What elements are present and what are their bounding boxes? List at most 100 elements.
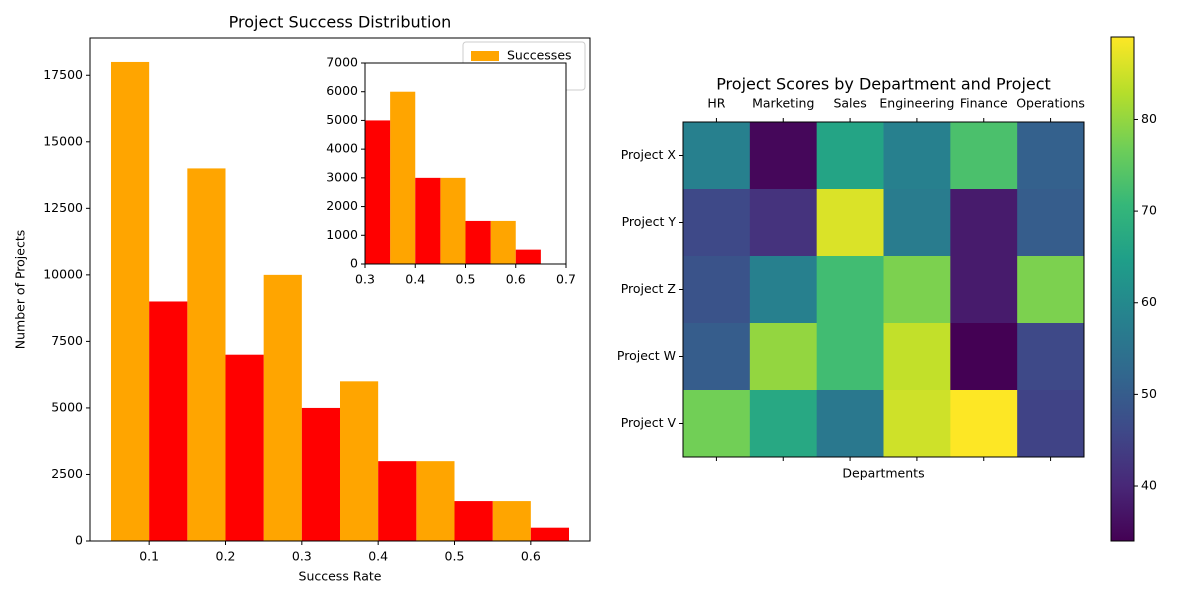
y-tick-label: 17500 bbox=[43, 67, 83, 82]
heatmap-cell bbox=[816, 256, 884, 324]
heatmap-cell bbox=[1017, 122, 1085, 190]
x-axis-label: Departments bbox=[842, 466, 924, 481]
y-tick-label: 2500 bbox=[51, 466, 83, 481]
bar bbox=[415, 177, 441, 264]
y-tick-label: Project Y bbox=[622, 214, 677, 229]
x-tick-label: Operations bbox=[1016, 96, 1085, 111]
heatmap-cell bbox=[883, 256, 951, 324]
bar bbox=[149, 301, 188, 541]
bar bbox=[465, 220, 491, 264]
x-tick-label: 0.5 bbox=[445, 549, 465, 564]
chart-title: Project Success Distribution bbox=[229, 13, 452, 32]
y-tick-label: 5000 bbox=[51, 399, 83, 414]
bar bbox=[416, 461, 455, 541]
heatmap-cell bbox=[683, 323, 751, 391]
x-tick-label: 0.6 bbox=[506, 272, 526, 287]
heatmap-cell bbox=[1017, 323, 1085, 391]
x-tick-label: 0.4 bbox=[368, 549, 388, 564]
bar bbox=[110, 61, 150, 541]
heatmap-cell bbox=[749, 323, 818, 391]
y-tick-label: 15000 bbox=[43, 133, 83, 148]
heatmap-cell bbox=[950, 323, 1018, 391]
x-tick-label: 0.7 bbox=[556, 272, 576, 287]
heatmap-cell bbox=[883, 323, 951, 391]
bar bbox=[378, 461, 417, 541]
bar bbox=[490, 220, 516, 264]
bar bbox=[390, 91, 416, 264]
heatmap-cell bbox=[683, 390, 751, 458]
heatmap-cell bbox=[950, 256, 1018, 324]
x-tick-label: Sales bbox=[833, 96, 866, 111]
bar bbox=[530, 527, 570, 541]
colorbar-tick-label: 50 bbox=[1141, 386, 1157, 401]
legend-label: Successes bbox=[507, 48, 572, 63]
heatmap-cell bbox=[1017, 256, 1085, 324]
y-tick-label: 4000 bbox=[326, 141, 358, 156]
bars bbox=[110, 61, 570, 541]
colorbar-tick-label: 70 bbox=[1141, 203, 1157, 218]
bar bbox=[340, 381, 379, 541]
heatmap-cell bbox=[683, 189, 751, 257]
heatmap-cell bbox=[749, 390, 818, 458]
plot: 0.3 0.4 0.5 0.6 0.7 0 1000 2000 3000 4000 5000 6000… bbox=[326, 55, 576, 287]
colorbar-tick-label: 80 bbox=[1141, 111, 1157, 126]
heatmap-cell bbox=[683, 256, 751, 324]
heatmap-cell bbox=[1017, 390, 1085, 458]
heatmap-cell bbox=[1017, 189, 1085, 257]
heatmap-cell bbox=[749, 122, 818, 190]
y-tick-label: 5000 bbox=[326, 112, 358, 127]
heatmap-cell bbox=[883, 122, 951, 190]
heatmap: HR Marketing Sales Engineering Finance Operat… bbox=[617, 36, 1157, 542]
bar bbox=[225, 354, 264, 541]
x-tick-label: HR bbox=[707, 96, 725, 111]
heatmap-cell bbox=[749, 256, 818, 324]
y-tick-label: 0 bbox=[350, 256, 358, 271]
y-tick-label: Project X bbox=[621, 147, 677, 162]
bar bbox=[492, 501, 531, 541]
heatmap-cell bbox=[683, 122, 751, 190]
x-tick-label: 0.6 bbox=[521, 549, 541, 564]
colorbar-tick-label: 60 bbox=[1141, 294, 1157, 309]
y-tick-label: 6000 bbox=[326, 83, 358, 98]
x-tick-label: Marketing bbox=[752, 96, 814, 111]
bar bbox=[263, 274, 302, 541]
heatmap-cell bbox=[950, 122, 1018, 190]
bar bbox=[301, 407, 340, 541]
y-tick-label: 1000 bbox=[326, 227, 358, 242]
y-tick-label: 0 bbox=[75, 533, 83, 548]
x-tick-label: 0.2 bbox=[216, 549, 236, 564]
y-tick-label: 2000 bbox=[326, 198, 358, 213]
y-tick-label: 7500 bbox=[51, 333, 83, 348]
heatmap-cell bbox=[950, 390, 1018, 458]
legend-swatch bbox=[471, 51, 499, 61]
bar bbox=[365, 120, 391, 264]
axes-frame bbox=[89, 37, 591, 542]
heatmap-cell bbox=[816, 189, 884, 257]
y-tick-label: 10000 bbox=[43, 266, 83, 281]
x-tick-label: 0.4 bbox=[405, 272, 425, 287]
bars bbox=[365, 91, 541, 264]
y-tick-label: 7000 bbox=[326, 55, 358, 70]
y-tick-label: Project W bbox=[617, 348, 676, 363]
bar bbox=[187, 168, 226, 541]
x-tick-label: 0.3 bbox=[355, 272, 375, 287]
x-tick-label: 0.5 bbox=[456, 272, 476, 287]
heatmap-cell bbox=[816, 122, 884, 190]
bar bbox=[440, 177, 466, 264]
heatmap-cell bbox=[816, 323, 884, 391]
chart-title: Project Scores by Department and Project bbox=[716, 75, 1051, 94]
x-tick-label: Finance bbox=[960, 96, 1008, 111]
bar bbox=[515, 249, 541, 264]
y-tick-label: 12500 bbox=[43, 200, 83, 215]
y-tick-label: Project Z bbox=[621, 281, 676, 296]
x-axis-label: Success Rate bbox=[299, 569, 382, 584]
x-tick-label: Engineering bbox=[879, 96, 954, 111]
y-axis-label: Number of Projects bbox=[13, 230, 28, 350]
y-tick-label: 3000 bbox=[326, 169, 358, 184]
bar bbox=[454, 501, 493, 541]
heatmap-cell bbox=[883, 189, 951, 257]
y-tick-label: Project V bbox=[621, 415, 677, 430]
colorbar-tick-label: 40 bbox=[1141, 478, 1157, 493]
x-tick-label: 0.3 bbox=[292, 549, 312, 564]
